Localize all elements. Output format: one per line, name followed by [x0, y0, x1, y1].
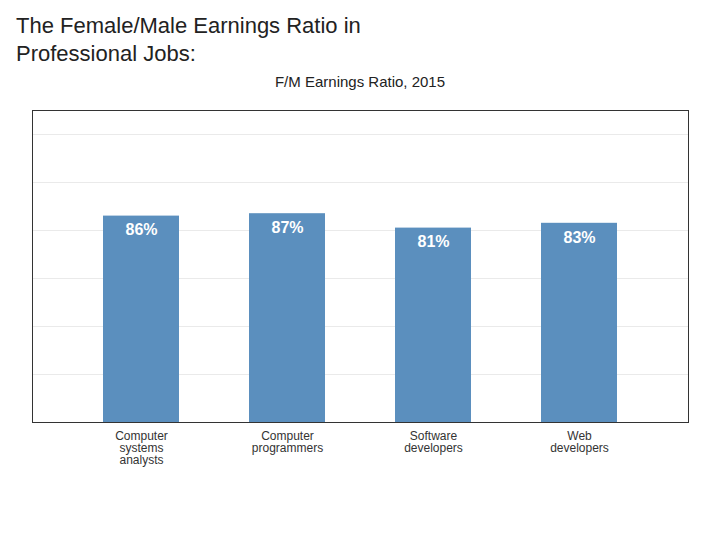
svg-text:83%: 83%: [563, 229, 595, 246]
html-text:The Female/Male Earnings Ratio: The Female/Male Earnings Ratio in Profes…: [16, 13, 361, 66]
svg-text:86%: 86%: [125, 221, 157, 238]
svg-text:87%: 87%: [271, 219, 303, 236]
svg-text:Computerprogrammers: Computerprogrammers: [252, 429, 323, 455]
html-text:F/M Earnings Ratio, 2015: F/M Earnings Ratio, 2015: [275, 73, 445, 90]
svg-text:Computersystemsanalysts: Computersystemsanalysts: [115, 429, 168, 467]
svg-text:81%: 81%: [417, 233, 449, 250]
svg-text:Softwaredevelopers: Softwaredevelopers: [404, 429, 463, 455]
svg-text:Webdevelopers: Webdevelopers: [550, 429, 609, 455]
